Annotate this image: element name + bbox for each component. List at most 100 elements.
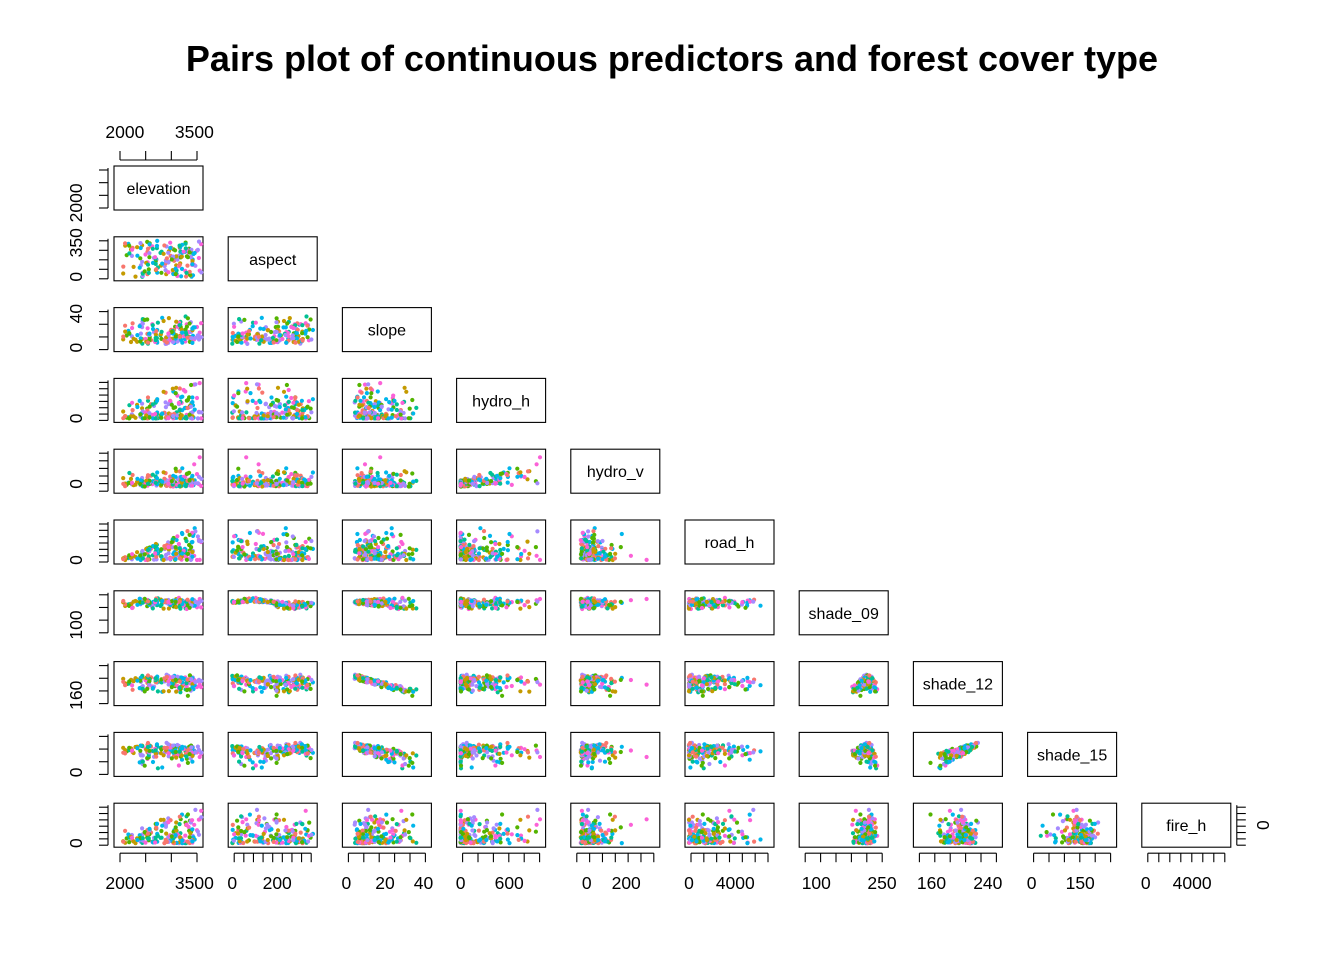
data-point [169, 756, 174, 761]
data-point [270, 335, 275, 340]
data-point [193, 382, 198, 387]
data-point [180, 340, 185, 345]
data-point [131, 599, 136, 604]
data-point [357, 747, 362, 752]
data-point [127, 243, 132, 248]
data-point [686, 689, 692, 694]
data-point [190, 539, 195, 545]
data-point [185, 335, 190, 340]
data-point [407, 406, 412, 411]
data-point [123, 329, 128, 334]
data-point [176, 763, 181, 768]
data-point [305, 751, 310, 756]
data-point [154, 754, 159, 759]
data-point [190, 395, 195, 400]
data-point [187, 412, 192, 417]
data-point [628, 677, 634, 683]
data-point [151, 557, 157, 562]
data-point [505, 557, 510, 562]
data-point [147, 251, 152, 256]
data-point [235, 404, 240, 409]
data-point [410, 397, 415, 403]
data-point [537, 596, 543, 602]
data-point [232, 683, 237, 689]
data-point [140, 259, 145, 264]
data-point [507, 531, 512, 537]
data-point [244, 410, 249, 415]
data-point [369, 545, 374, 550]
data-point [362, 538, 367, 544]
data-point [281, 557, 287, 563]
data-point [293, 395, 298, 400]
data-point [392, 398, 397, 403]
data-point [305, 404, 310, 409]
data-point [235, 673, 240, 678]
data-point [143, 252, 148, 257]
data-point [185, 255, 190, 260]
data-point [372, 411, 377, 416]
data-point [477, 685, 482, 690]
data-point [586, 529, 591, 534]
data-point [357, 413, 362, 418]
data-point [481, 597, 487, 602]
data-point [142, 596, 147, 601]
data-point [602, 685, 608, 690]
data-point [368, 386, 373, 391]
data-point [177, 243, 182, 248]
data-point [360, 557, 366, 562]
data-point [259, 480, 264, 485]
data-point [291, 405, 296, 410]
data-point [359, 390, 364, 395]
data-point [361, 544, 366, 549]
data-point [153, 597, 158, 603]
data-point [585, 547, 590, 553]
data-point [596, 678, 601, 683]
data-point [153, 551, 158, 556]
data-point [196, 255, 201, 261]
data-point [463, 555, 468, 560]
data-point [130, 247, 135, 252]
data-point [277, 746, 282, 751]
data-point [259, 416, 264, 421]
data-point [699, 683, 705, 688]
data-point [522, 548, 527, 553]
data-point [169, 257, 174, 262]
data-point [199, 321, 204, 326]
data-point [179, 480, 184, 485]
data-point [173, 391, 178, 396]
data-point [248, 748, 253, 753]
data-point [404, 389, 409, 394]
data-point [493, 541, 498, 547]
data-point [505, 542, 510, 548]
diagonal-panel-road_h [684, 519, 775, 565]
data-point [153, 480, 158, 485]
data-point [159, 270, 164, 275]
data-point [484, 602, 489, 607]
data-point [274, 557, 279, 562]
data-point [402, 385, 407, 390]
data-point [154, 267, 159, 272]
data-point [175, 674, 180, 679]
data-point [505, 599, 510, 604]
data-point [269, 479, 274, 484]
data-point [179, 254, 184, 259]
data-point [173, 545, 178, 550]
data-point [190, 340, 195, 345]
data-point [130, 472, 135, 478]
data-point [190, 262, 195, 267]
data-point [294, 542, 299, 548]
data-point [245, 386, 250, 391]
data-point [400, 595, 405, 601]
data-point [689, 602, 695, 607]
variable-label-shade_09: shade_09 [809, 606, 879, 623]
data-point [384, 470, 389, 475]
data-point [171, 405, 176, 410]
data-point [153, 338, 158, 343]
data-point [250, 554, 255, 559]
data-point [357, 546, 362, 552]
data-point [393, 414, 398, 419]
data-point [518, 689, 523, 694]
data-point [401, 756, 406, 761]
data-point [150, 323, 155, 328]
data-point [236, 749, 241, 755]
